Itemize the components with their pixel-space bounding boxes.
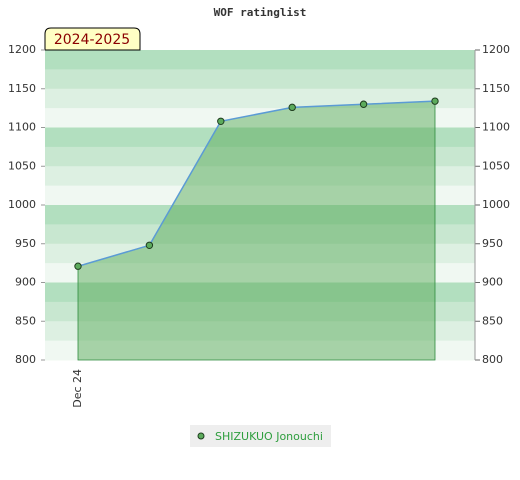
y-tick-label: 850 <box>15 314 36 327</box>
legend-box <box>190 425 331 447</box>
y2-tick-label: 950 <box>482 237 503 250</box>
y2-tick-label: 800 <box>482 353 503 366</box>
point <box>145 241 154 250</box>
band <box>45 50 475 70</box>
y2-tick-label: 1150 <box>482 82 510 95</box>
y-tick-label: 1000 <box>8 198 36 211</box>
y2-tick-label: 1100 <box>482 121 510 134</box>
y-tick-label: 1200 <box>8 43 36 56</box>
band <box>45 69 475 90</box>
y2-tick-label: 850 <box>482 314 503 327</box>
chart-title: WOF ratinglist <box>214 6 307 19</box>
line <box>77 100 436 267</box>
y2-tick-label: 900 <box>482 276 503 289</box>
y-tick-label: 1050 <box>8 159 36 172</box>
badge-text: 2024-2025 <box>54 32 130 48</box>
point <box>359 100 368 108</box>
legend-label: SHIZUKUO Jonouchi <box>215 430 323 443</box>
y-tick-label: 1150 <box>8 82 36 95</box>
y-tick-label: 800 <box>15 353 36 366</box>
y2-tick-label: 1050 <box>482 159 510 172</box>
point <box>288 103 296 112</box>
y-tick-label: 950 <box>15 237 36 250</box>
legend-marker <box>197 432 205 440</box>
y-tick-label: 1100 <box>8 121 36 134</box>
point <box>74 262 82 270</box>
y2-tick-label: 1200 <box>482 43 510 56</box>
point <box>217 117 225 126</box>
y2-tick-label: 1000 <box>482 198 510 211</box>
y-tick-label: 900 <box>15 276 36 289</box>
point <box>431 97 439 105</box>
x-tick-label: Dec 24 <box>71 369 84 408</box>
badge-box <box>44 27 141 51</box>
